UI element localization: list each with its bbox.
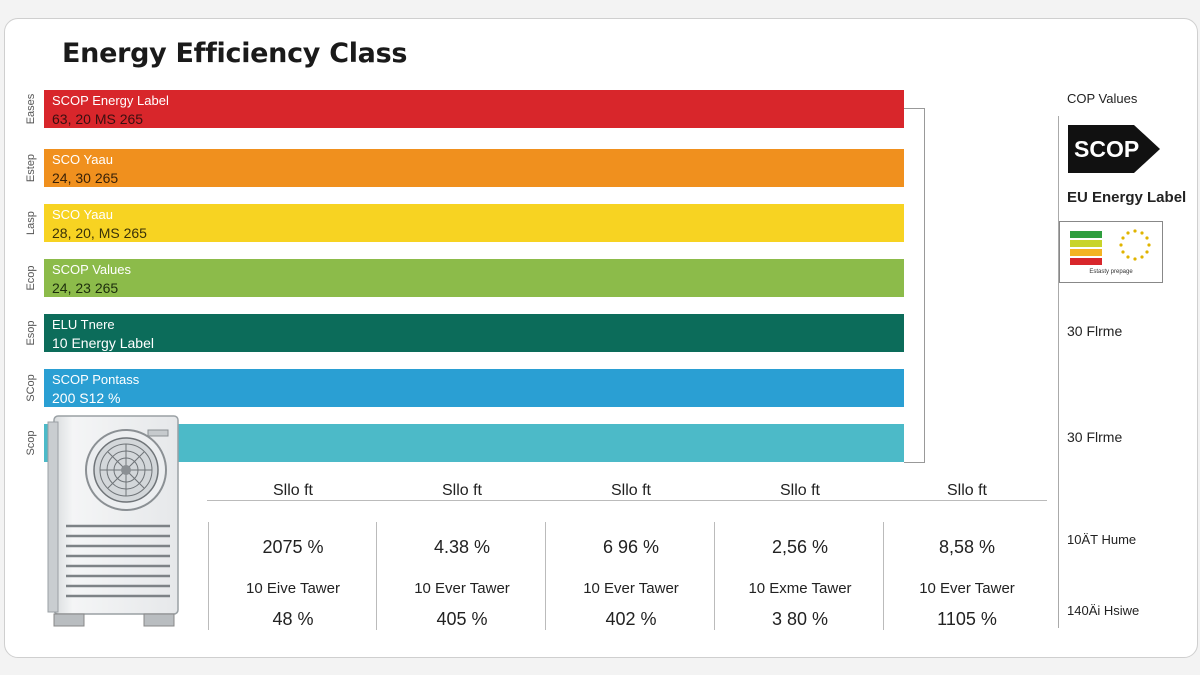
rating-bar (1070, 240, 1102, 247)
eu-stars-icon (1119, 229, 1151, 261)
bar-sublabel: 63, 20 MS 265 (52, 111, 144, 127)
column-separator (208, 522, 209, 630)
eu-energy-label-heading: EU Energy Label (1067, 189, 1187, 206)
bar-label: SCOP Pontass (52, 372, 140, 387)
side-label: Estep (25, 153, 37, 183)
table-cell: 2075 % (262, 537, 324, 557)
column-separator (545, 522, 546, 630)
bar-label: SCOP Values (52, 262, 132, 277)
efficiency-bar: SCOP Pontass 200 S12 % (44, 369, 904, 407)
rating-bar (1070, 258, 1102, 265)
side-label: Esop (25, 320, 37, 346)
cop-values-label: COP Values (1067, 91, 1138, 106)
bar-label: SCOP Energy Label (52, 93, 169, 108)
rating-bar (1070, 231, 1102, 238)
bar-sublabel: 24, 30 265 (52, 170, 119, 186)
right-item: 30 Flrme (1067, 429, 1123, 445)
bar-sublabel: 10 Energy Label (52, 335, 154, 351)
column-header: Sllo ft (441, 482, 482, 499)
table-cell: 10 Ever Tawer (414, 580, 510, 597)
side-label: Scop (25, 430, 37, 456)
table-cell: 48 % (272, 609, 314, 629)
table-cell: 2,56 % (771, 537, 829, 557)
bar-sublabel: 24, 23 265 (52, 280, 119, 296)
efficiency-bar: SCOP Energy Label 63, 20 MS 265 (44, 90, 904, 128)
right-item: 10ÄT Hume (1067, 532, 1137, 547)
side-label: Ecop (25, 265, 37, 291)
efficiency-bar: SCOP Values 24, 23 265 (44, 259, 904, 297)
eu-box-caption: Estasty prepage (1089, 269, 1133, 275)
bracket-tick (904, 108, 924, 109)
scop-arrow-icon: SCOP (1068, 125, 1160, 173)
table-cell: 6 96 % (602, 537, 660, 557)
table-cell: 10 Ever Tawer (583, 580, 679, 597)
right-item: 140Äi Hsiwe (1067, 603, 1140, 618)
column-header: Sllo ft (779, 482, 820, 499)
table-cell: 4.38 % (433, 537, 491, 557)
column-separator (714, 522, 715, 630)
bar-label: SCO Yaau (52, 152, 113, 167)
table-cell: 8,58 % (938, 537, 996, 557)
efficiency-bar: SCO Yaau 28, 20, MS 265 (44, 204, 904, 242)
table-cell: 10 Ever Tawer (919, 580, 1015, 597)
bar-label: SCO Yaau (52, 207, 113, 222)
chart-title: Energy Efficiency Class (62, 38, 408, 69)
column-separator (883, 522, 884, 630)
table-header-rule (207, 500, 1047, 501)
side-label: Lasp (25, 211, 37, 235)
bar-label: ELU Tnere (52, 317, 115, 332)
rating-bar (1070, 249, 1102, 256)
column-header: Sllo ft (946, 482, 987, 499)
bar-sublabel: 28, 20, MS 265 (52, 225, 147, 241)
bar-sublabel: 200 S12 % (52, 390, 121, 406)
scop-arrow-label: SCOP (1074, 136, 1139, 162)
table-cell: 402 % (605, 609, 657, 629)
bracket-line (904, 108, 925, 463)
eu-energy-label-image: Estasty prepage (1059, 221, 1163, 283)
side-label: Eases (25, 93, 37, 125)
table-cell: 10 Exme Tawer (748, 580, 852, 597)
table-cell: 3 80 % (771, 609, 829, 629)
efficiency-bar: ELU Tnere 10 Energy Label (44, 314, 904, 352)
side-label: SCop (25, 374, 37, 402)
table-cell: 405 % (436, 609, 488, 629)
right-item: 30 Flrme (1067, 323, 1123, 339)
bracket-tick (904, 462, 924, 463)
right-panel-divider (1058, 116, 1059, 628)
column-separator (376, 522, 377, 630)
column-header: Sllo ft (610, 482, 651, 499)
column-header: Sllo ft (272, 482, 313, 499)
table-cell: 10 Eive Tawer (246, 580, 340, 597)
efficiency-bar: SCO Yaau 24, 30 265 (44, 149, 904, 187)
efficiency-bar (44, 424, 904, 462)
table-cell: 1105 % (937, 609, 997, 629)
heat-pump-icon (47, 415, 179, 627)
